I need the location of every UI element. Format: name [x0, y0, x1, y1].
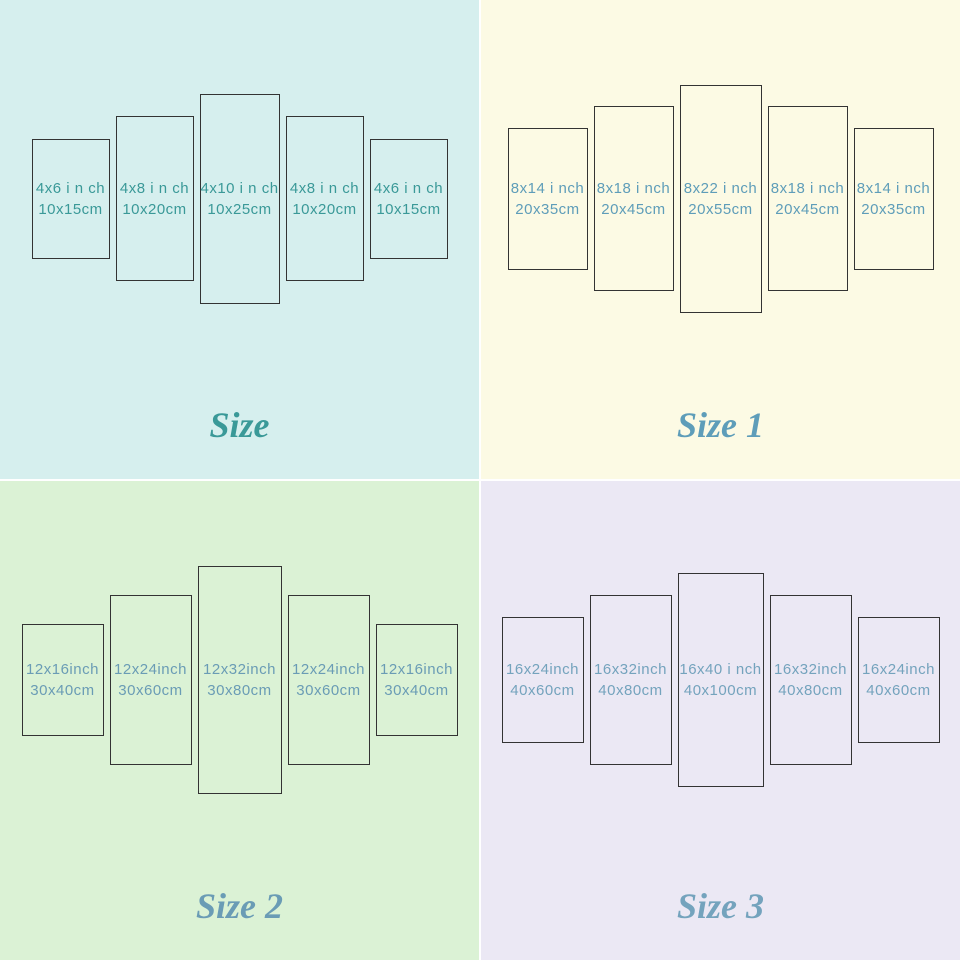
- panel-dimensions-text: 16x32inch40x80cm: [594, 659, 667, 701]
- dimension-inch: 4x8 i n ch: [120, 178, 189, 199]
- dimension-cm: 30x60cm: [292, 680, 365, 701]
- canvas-panel: 8x14 i nch20x35cm: [508, 128, 588, 270]
- panel-dimensions-text: 4x10 i n ch10x25cm: [200, 178, 278, 220]
- panel-dimensions-text: 16x32inch40x80cm: [774, 659, 847, 701]
- canvas-panel: 8x18 i nch20x45cm: [768, 106, 848, 291]
- panel-dimensions-text: 16x40 i nch40x100cm: [679, 659, 761, 701]
- dimension-inch: 8x18 i nch: [597, 178, 670, 199]
- canvas-panel: 12x24inch30x60cm: [288, 595, 370, 765]
- dimension-inch: 4x10 i n ch: [200, 178, 278, 199]
- dimension-inch: 16x24inch: [862, 659, 935, 680]
- panel-dimensions-text: 8x22 i nch20x55cm: [684, 178, 757, 220]
- canvas-panel: 8x18 i nch20x45cm: [594, 106, 674, 291]
- quadrant-q3: 16x24inch40x60cm16x32inch40x80cm16x40 i …: [481, 481, 960, 960]
- canvas-panel: 4x8 i n ch10x20cm: [116, 116, 194, 281]
- canvas-panel: 8x14 i nch20x35cm: [854, 128, 934, 270]
- panel-dimensions-text: 12x16inch30x40cm: [26, 659, 99, 701]
- canvas-panel: 4x10 i n ch10x25cm: [200, 94, 280, 304]
- dimension-cm: 30x80cm: [203, 680, 276, 701]
- canvas-panel: 4x6 i n ch10x15cm: [32, 139, 110, 259]
- dimension-cm: 30x40cm: [26, 680, 99, 701]
- panel-dimensions-text: 12x24inch30x60cm: [292, 659, 365, 701]
- dimension-cm: 30x60cm: [114, 680, 187, 701]
- canvas-panel: 8x22 i nch20x55cm: [680, 85, 762, 313]
- dimension-cm: 40x60cm: [862, 680, 935, 701]
- dimension-cm: 10x20cm: [290, 199, 359, 220]
- dimension-cm: 10x15cm: [36, 199, 105, 220]
- panel-dimensions-text: 8x14 i nch20x35cm: [511, 178, 584, 220]
- canvas-panel: 16x24inch40x60cm: [502, 617, 584, 743]
- panels-container: 12x16inch30x40cm12x24inch30x60cm12x32inc…: [22, 525, 458, 835]
- dimension-inch: 12x24inch: [114, 659, 187, 680]
- canvas-panel: 16x32inch40x80cm: [770, 595, 852, 765]
- canvas-panel: 16x24inch40x60cm: [858, 617, 940, 743]
- dimension-inch: 4x6 i n ch: [36, 178, 105, 199]
- canvas-panel: 16x32inch40x80cm: [590, 595, 672, 765]
- canvas-panel: 4x6 i n ch10x15cm: [370, 139, 448, 259]
- dimension-cm: 20x55cm: [684, 199, 757, 220]
- quadrant-q1: 8x14 i nch20x35cm8x18 i nch20x45cm8x22 i…: [481, 0, 960, 479]
- dimension-inch: 4x6 i n ch: [374, 178, 443, 199]
- dimension-inch: 8x14 i nch: [857, 178, 930, 199]
- canvas-panel: 16x40 i nch40x100cm: [678, 573, 764, 787]
- dimension-cm: 40x80cm: [774, 680, 847, 701]
- panel-dimensions-text: 4x8 i n ch10x20cm: [290, 178, 359, 220]
- panel-dimensions-text: 16x24inch40x60cm: [506, 659, 579, 701]
- quadrant-q0: 4x6 i n ch10x15cm4x8 i n ch10x20cm4x10 i…: [0, 0, 479, 479]
- dimension-cm: 20x35cm: [511, 199, 584, 220]
- panel-dimensions-text: 12x24inch30x60cm: [114, 659, 187, 701]
- dimension-inch: 8x22 i nch: [684, 178, 757, 199]
- canvas-panel: 12x16inch30x40cm: [22, 624, 104, 736]
- dimension-cm: 20x45cm: [771, 199, 844, 220]
- panels-container: 4x6 i n ch10x15cm4x8 i n ch10x20cm4x10 i…: [32, 44, 448, 354]
- dimension-inch: 16x24inch: [506, 659, 579, 680]
- size-label: Size 1: [677, 404, 764, 446]
- panel-dimensions-text: 8x18 i nch20x45cm: [771, 178, 844, 220]
- dimension-cm: 20x45cm: [597, 199, 670, 220]
- panel-dimensions-text: 4x8 i n ch10x20cm: [120, 178, 189, 220]
- dimension-inch: 8x14 i nch: [511, 178, 584, 199]
- dimension-cm: 40x60cm: [506, 680, 579, 701]
- panel-dimensions-text: 4x6 i n ch10x15cm: [36, 178, 105, 220]
- panel-dimensions-text: 16x24inch40x60cm: [862, 659, 935, 701]
- dimension-cm: 40x80cm: [594, 680, 667, 701]
- dimension-inch: 16x32inch: [594, 659, 667, 680]
- canvas-panel: 4x8 i n ch10x20cm: [286, 116, 364, 281]
- size-label: Size 2: [196, 885, 283, 927]
- dimension-cm: 10x15cm: [374, 199, 443, 220]
- panels-container: 16x24inch40x60cm16x32inch40x80cm16x40 i …: [502, 525, 940, 835]
- panel-dimensions-text: 12x32inch30x80cm: [203, 659, 276, 701]
- quadrant-q2: 12x16inch30x40cm12x24inch30x60cm12x32inc…: [0, 481, 479, 960]
- panel-dimensions-text: 4x6 i n ch10x15cm: [374, 178, 443, 220]
- canvas-panel: 12x24inch30x60cm: [110, 595, 192, 765]
- dimension-inch: 8x18 i nch: [771, 178, 844, 199]
- dimension-inch: 12x16inch: [380, 659, 453, 680]
- panels-container: 8x14 i nch20x35cm8x18 i nch20x45cm8x22 i…: [508, 44, 934, 354]
- dimension-inch: 4x8 i n ch: [290, 178, 359, 199]
- panel-dimensions-text: 8x18 i nch20x45cm: [597, 178, 670, 220]
- size-label: Size 3: [677, 885, 764, 927]
- dimension-cm: 40x100cm: [679, 680, 761, 701]
- panel-dimensions-text: 12x16inch30x40cm: [380, 659, 453, 701]
- dimension-inch: 12x16inch: [26, 659, 99, 680]
- size-label: Size: [209, 404, 269, 446]
- dimension-cm: 10x25cm: [200, 199, 278, 220]
- dimension-inch: 12x32inch: [203, 659, 276, 680]
- dimension-inch: 12x24inch: [292, 659, 365, 680]
- dimension-cm: 10x20cm: [120, 199, 189, 220]
- size-chart-grid: 4x6 i n ch10x15cm4x8 i n ch10x20cm4x10 i…: [0, 0, 960, 960]
- canvas-panel: 12x16inch30x40cm: [376, 624, 458, 736]
- dimension-cm: 30x40cm: [380, 680, 453, 701]
- dimension-cm: 20x35cm: [857, 199, 930, 220]
- dimension-inch: 16x40 i nch: [679, 659, 761, 680]
- panel-dimensions-text: 8x14 i nch20x35cm: [857, 178, 930, 220]
- dimension-inch: 16x32inch: [774, 659, 847, 680]
- canvas-panel: 12x32inch30x80cm: [198, 566, 282, 794]
